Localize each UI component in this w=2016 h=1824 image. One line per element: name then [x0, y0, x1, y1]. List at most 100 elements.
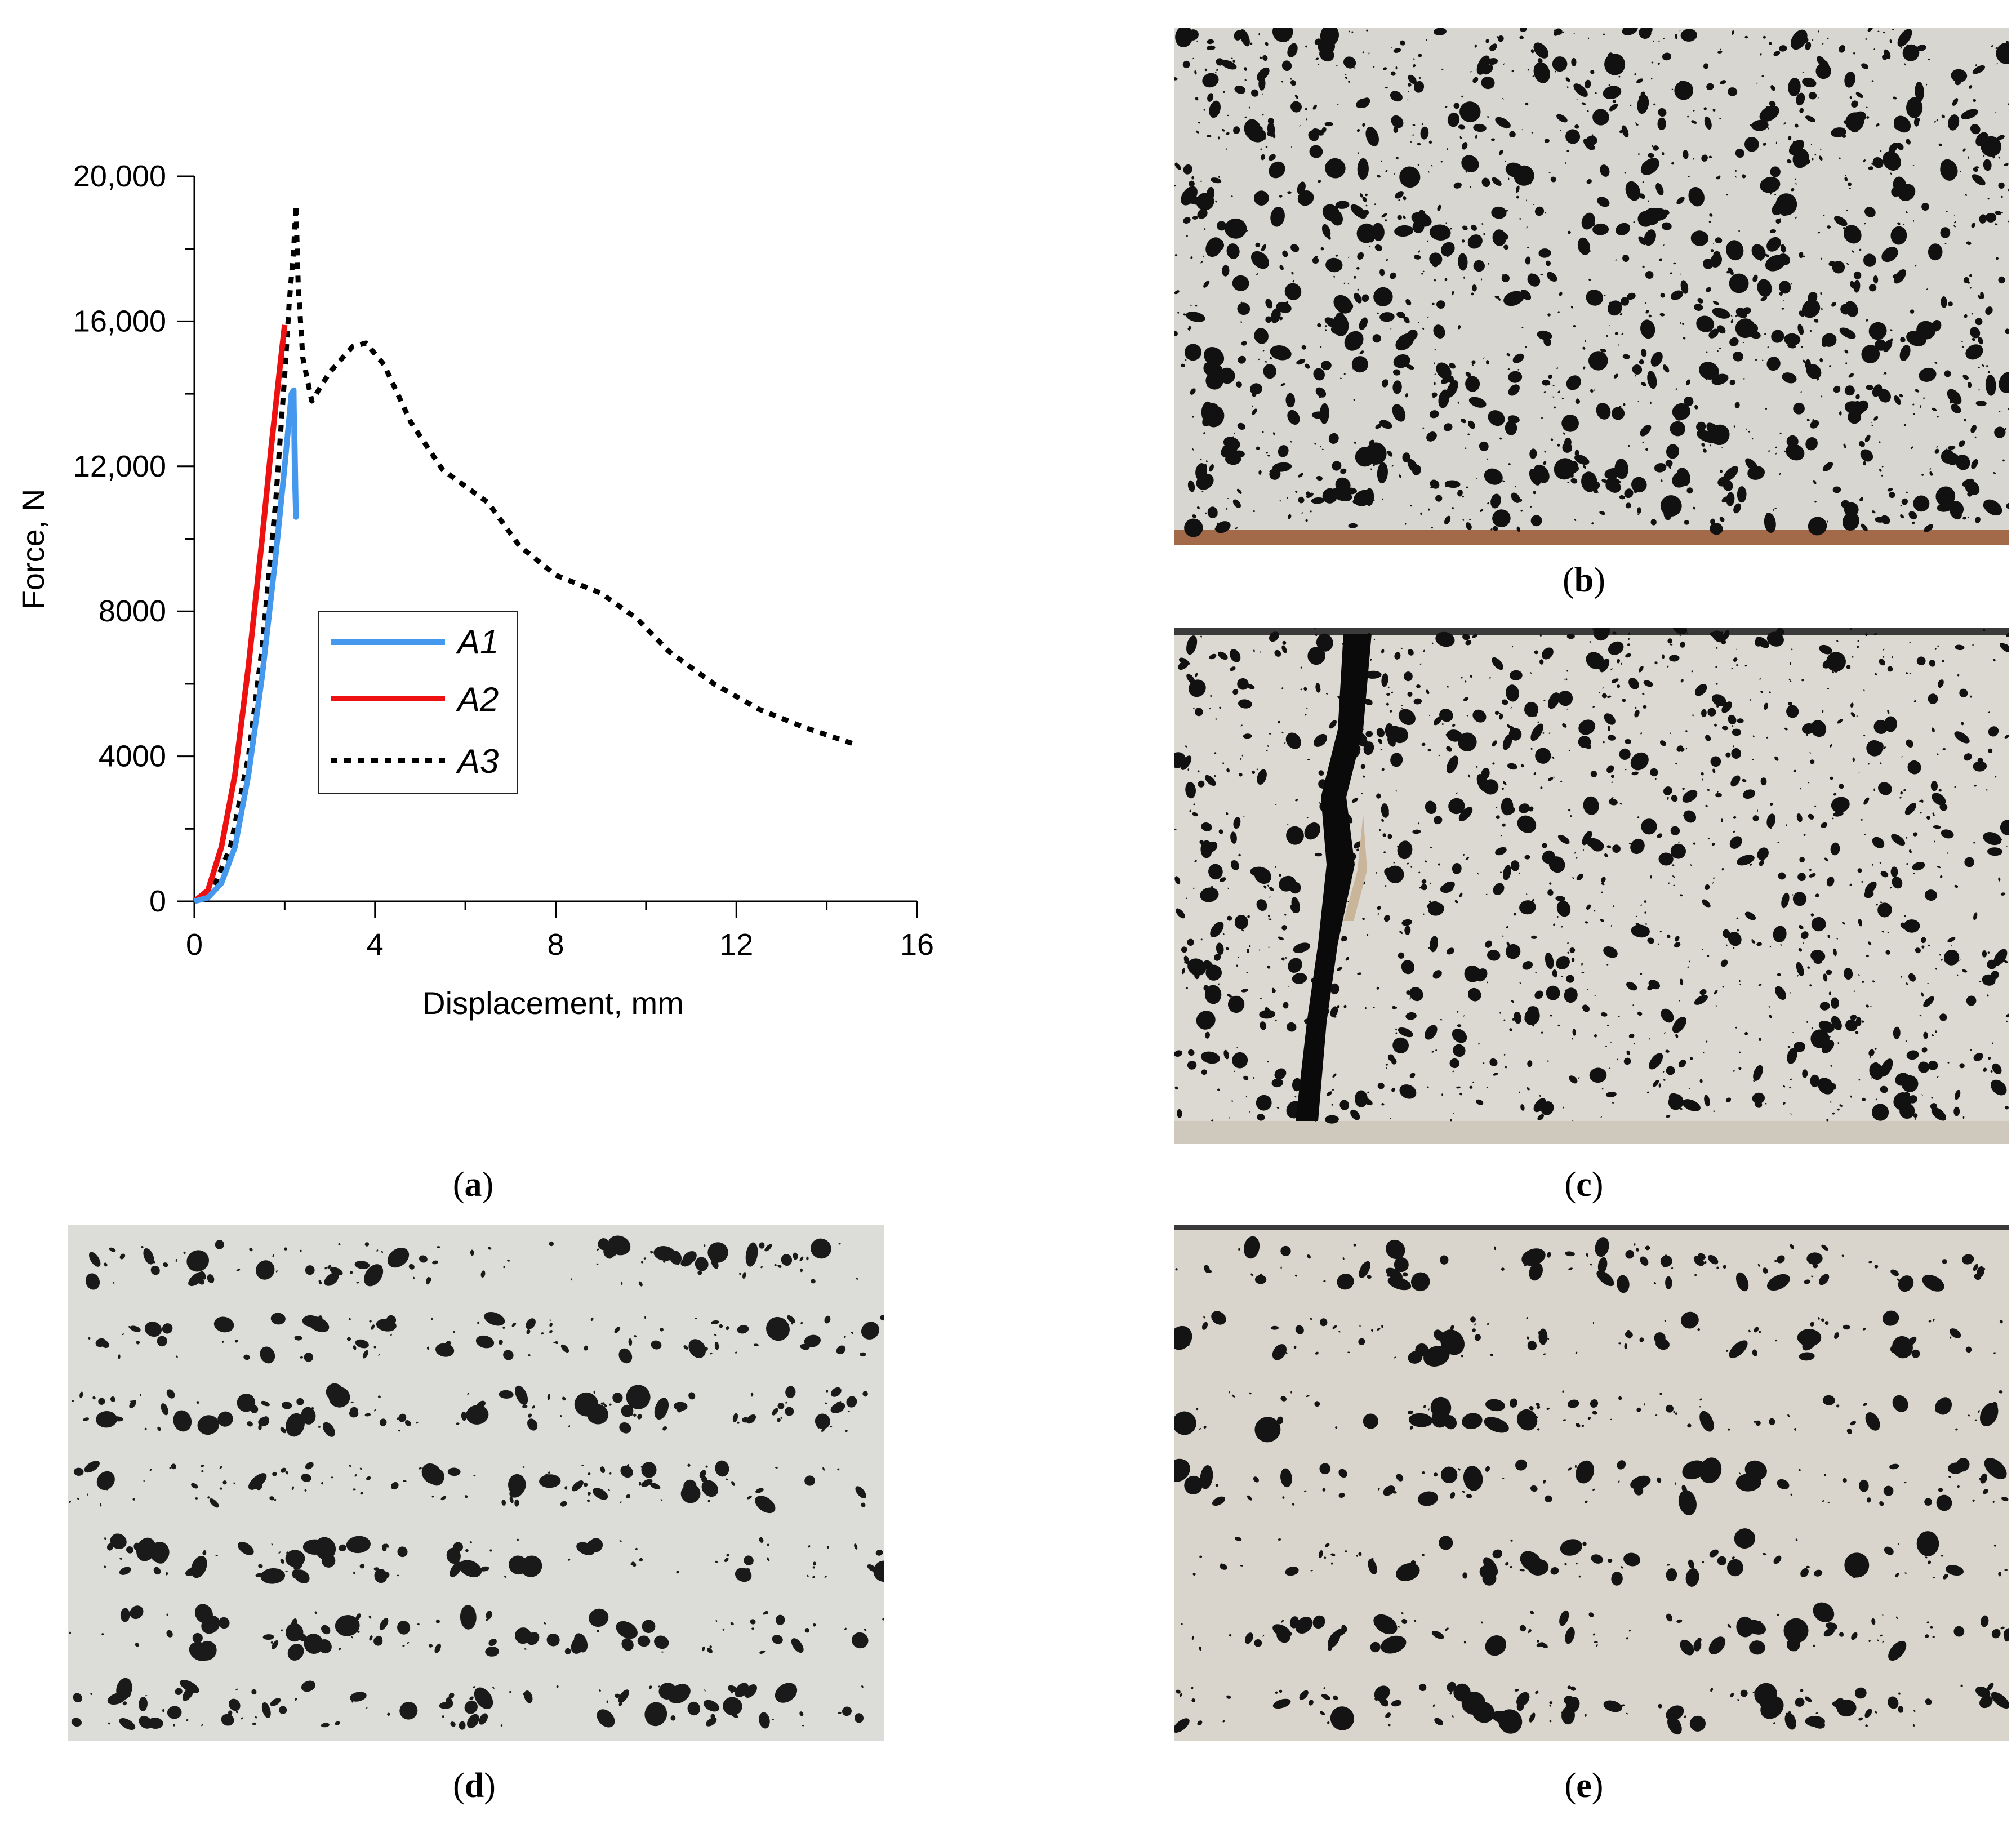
speckle — [1883, 1485, 1894, 1496]
speckle — [1409, 998, 1411, 1000]
speckle — [183, 1251, 186, 1254]
x-tick-label: 16 — [900, 928, 934, 962]
speckle — [1588, 250, 1591, 252]
speckle — [1463, 739, 1465, 741]
speckle — [1697, 1638, 1702, 1641]
speckle — [1362, 51, 1364, 54]
speckle — [612, 1393, 623, 1403]
speckle — [1197, 770, 1200, 773]
speckle — [1922, 1275, 1944, 1292]
speckle — [1848, 182, 1852, 186]
speckle — [1337, 300, 1354, 312]
speckle — [1839, 1104, 1843, 1107]
speckle — [549, 1241, 554, 1247]
speckle — [1965, 1346, 1972, 1353]
speckle — [1858, 441, 1865, 447]
speckle — [1243, 1075, 1249, 1080]
speckle — [1799, 875, 1803, 879]
speckle — [1468, 420, 1475, 429]
speckle — [1581, 1424, 1585, 1427]
speckle — [1427, 749, 1431, 752]
speckle — [1983, 499, 2002, 516]
speckle — [1576, 98, 1578, 100]
speckle — [1757, 847, 1769, 861]
speckle — [1335, 477, 1351, 492]
speckle — [1272, 132, 1276, 139]
speckle — [1452, 291, 1454, 296]
speckle — [1999, 838, 2002, 840]
speckle — [1453, 103, 1460, 109]
speckle — [1988, 726, 1999, 737]
speckle — [1507, 177, 1510, 180]
speckle — [1417, 164, 1419, 166]
speckle — [355, 1613, 361, 1621]
speckle — [1919, 1015, 1922, 1017]
speckle — [1938, 1401, 1946, 1408]
speckle — [1174, 1458, 1190, 1482]
speckle — [1749, 1640, 1765, 1655]
speckle — [1641, 92, 1645, 96]
speckle — [1207, 506, 1218, 518]
speckle — [703, 1244, 706, 1247]
speckle — [1866, 384, 1873, 390]
speckle — [1599, 511, 1605, 515]
speckle — [1822, 43, 1824, 45]
speckle — [1701, 154, 1708, 162]
speckle — [1427, 1408, 1430, 1411]
speckle — [1404, 523, 1407, 525]
speckle — [1432, 1704, 1435, 1707]
speckle — [547, 1394, 551, 1400]
speckle — [1866, 106, 1868, 108]
speckle — [260, 1568, 286, 1584]
speckle — [1204, 347, 1225, 367]
speckle — [1525, 102, 1529, 106]
speckle — [1380, 749, 1383, 750]
speckle — [1292, 1503, 1295, 1506]
speckle — [1427, 901, 1439, 909]
speckle — [110, 1533, 127, 1549]
speckle — [1787, 1414, 1790, 1417]
speckle — [1465, 680, 1467, 683]
speckle — [781, 1254, 793, 1266]
speckle — [1768, 1006, 1770, 1008]
speckle — [1680, 273, 1682, 275]
speckle — [1628, 843, 1632, 845]
speckle — [1494, 1246, 1496, 1251]
speckle — [1184, 1475, 1203, 1494]
speckle — [270, 1641, 273, 1644]
speckle — [1345, 74, 1347, 75]
speckle — [1980, 1473, 1987, 1484]
speckle — [1565, 1251, 1575, 1257]
speckle — [1262, 1634, 1265, 1637]
speckle — [1784, 1712, 1796, 1730]
speckle — [1376, 728, 1385, 737]
speckle — [1947, 937, 1956, 942]
speckle — [1258, 33, 1260, 36]
speckle — [1755, 359, 1757, 361]
speckle — [1539, 1334, 1543, 1339]
speckle — [1395, 790, 1397, 792]
speckle — [1547, 777, 1554, 781]
speckle — [1594, 910, 1596, 912]
speckle — [1422, 1554, 1425, 1556]
speckle — [1666, 1613, 1673, 1622]
speckle — [1408, 1410, 1413, 1414]
speckle — [1693, 842, 1696, 845]
speckle — [1498, 149, 1503, 155]
speckle — [1688, 960, 1690, 963]
speckle — [280, 1558, 284, 1564]
speckle — [1429, 252, 1443, 266]
speckle — [1732, 728, 1741, 736]
speckle — [421, 1463, 442, 1484]
speckle — [1864, 1709, 1872, 1718]
speckle — [1937, 866, 1941, 869]
speckle — [1675, 763, 1677, 765]
speckle — [1777, 1613, 1779, 1616]
speckle — [1238, 699, 1252, 709]
speckle — [1238, 853, 1241, 857]
speckle — [1236, 964, 1239, 967]
speckle — [1585, 921, 1588, 924]
speckle — [1990, 1070, 1993, 1073]
speckle — [1492, 657, 1504, 670]
speckle — [1884, 152, 1890, 159]
